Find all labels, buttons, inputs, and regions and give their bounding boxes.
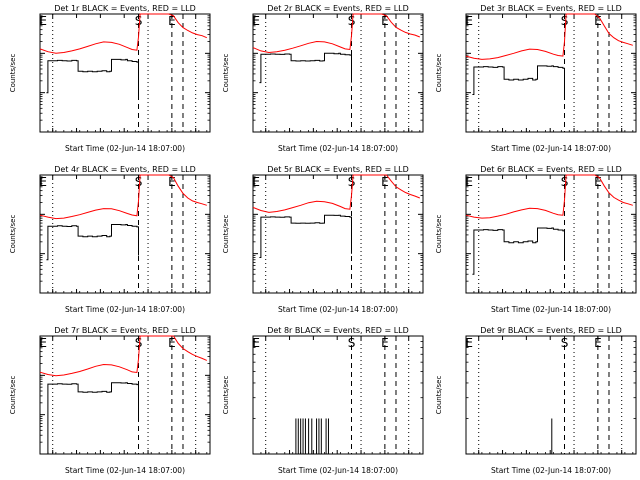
panel-title: Det 7r BLACK = Events, RED = LLD xyxy=(54,326,196,335)
marker-letter: E xyxy=(594,175,602,189)
events-rate-line xyxy=(472,65,565,97)
marker-letter: S xyxy=(135,336,143,350)
marker-letter: S xyxy=(561,175,569,189)
panel-det-2: Det 2r BLACK = Events, RED = LLD Counts/s… xyxy=(222,4,424,153)
plot-frame xyxy=(39,13,211,133)
marker-letter: E xyxy=(381,336,389,350)
x-axis-label: Start Time (02-Jun-14 18:07:00) xyxy=(278,144,398,153)
panel-det-5: Det 5r BLACK = Events, RED = LLD Counts/s… xyxy=(222,165,424,314)
marker-letter: E xyxy=(465,14,473,28)
x-axis-label: Start Time (02-Jun-14 18:07:00) xyxy=(491,305,611,314)
y-axis-label: Counts/sec xyxy=(9,54,17,93)
marker-letter: E xyxy=(252,14,260,28)
marker-letter: E xyxy=(252,336,260,350)
y-axis-label: Counts/sec xyxy=(9,376,17,415)
x-axis-label: Start Time (02-Jun-14 18:07:00) xyxy=(278,305,398,314)
plot-frame xyxy=(252,13,424,133)
plot-frame xyxy=(252,174,424,294)
marker-letter: S xyxy=(561,14,569,28)
events-rate-line xyxy=(259,214,352,258)
marker-letter: S xyxy=(135,175,143,189)
panel-title: Det 8r BLACK = Events, RED = LLD xyxy=(267,326,409,335)
panel-det-6: Det 6r BLACK = Events, RED = LLD Counts/s… xyxy=(435,165,637,314)
marker-letter: E xyxy=(39,175,47,189)
plot-frame xyxy=(465,335,637,455)
marker-letter: E xyxy=(594,336,602,350)
panel-title: Det 1r BLACK = Events, RED = LLD xyxy=(54,4,196,13)
y-axis-label: Counts/sec xyxy=(222,54,230,93)
panel-det-4: Det 4r BLACK = Events, RED = LLD Counts/s… xyxy=(9,165,211,314)
marker-letter: E xyxy=(168,14,176,28)
marker-letter: E xyxy=(168,336,176,350)
marker-letter: E xyxy=(594,14,602,28)
y-axis-label: Counts/sec xyxy=(435,54,443,93)
marker-letter: E xyxy=(39,14,47,28)
panel-title: Det 2r BLACK = Events, RED = LLD xyxy=(267,4,409,13)
panel-title: Det 9r BLACK = Events, RED = LLD xyxy=(480,326,622,335)
marker-letter: S xyxy=(561,336,569,350)
marker-letter: E xyxy=(381,14,389,28)
panel-title: Det 3r BLACK = Events, RED = LLD xyxy=(480,4,622,13)
marker-letter: E xyxy=(465,336,473,350)
marker-letter: S xyxy=(348,175,356,189)
marker-letter: S xyxy=(348,336,356,350)
lld-rate-line xyxy=(39,13,207,54)
lld-rate-line xyxy=(252,13,420,54)
panel-det-1: Det 1r BLACK = Events, RED = LLD Counts/s… xyxy=(9,4,211,153)
x-axis-label: Start Time (02-Jun-14 18:07:00) xyxy=(278,466,398,475)
x-axis-label: Start Time (02-Jun-14 18:07:00) xyxy=(65,305,185,314)
plot-frame xyxy=(39,174,211,294)
panel-title: Det 4r BLACK = Events, RED = LLD xyxy=(54,165,196,174)
y-axis-label: Counts/sec xyxy=(435,215,443,254)
lld-rate-line xyxy=(465,174,633,219)
events-rate-line xyxy=(46,382,139,455)
events-rate-line xyxy=(46,58,139,97)
plot-frame xyxy=(252,335,424,455)
events-rate-line xyxy=(259,52,352,84)
marker-letter: E xyxy=(381,175,389,189)
panel-det-3: Det 3r BLACK = Events, RED = LLD Counts/s… xyxy=(435,4,637,153)
y-axis-label: Counts/sec xyxy=(222,376,230,415)
y-axis-label: Counts/sec xyxy=(222,215,230,254)
lld-rate-line xyxy=(252,174,420,213)
panel-det-7: Det 7r BLACK = Events, RED = LLD Counts/s… xyxy=(9,326,211,475)
events-rate-line xyxy=(472,227,565,275)
lld-rate-line xyxy=(465,13,633,60)
plot-frame xyxy=(465,13,637,133)
lld-rate-line xyxy=(39,335,207,377)
x-axis-label: Start Time (02-Jun-14 18:07:00) xyxy=(491,144,611,153)
marker-letter: S xyxy=(135,14,143,28)
events-rate-line xyxy=(46,224,139,261)
y-axis-label: Counts/sec xyxy=(9,215,17,254)
y-axis-label: Counts/sec xyxy=(435,376,443,415)
marker-letter: E xyxy=(168,175,176,189)
panel-det-9: Det 9r BLACK = Events, RED = LLD Counts/s… xyxy=(435,326,637,475)
panel-det-8: Det 8r BLACK = Events, RED = LLD Counts/s… xyxy=(222,326,424,475)
plot-frame xyxy=(465,174,637,294)
lld-rate-line xyxy=(39,174,207,220)
marker-letter: E xyxy=(465,175,473,189)
marker-letter: E xyxy=(252,175,260,189)
x-axis-label: Start Time (02-Jun-14 18:07:00) xyxy=(491,466,611,475)
x-axis-label: Start Time (02-Jun-14 18:07:00) xyxy=(65,466,185,475)
plot-frame xyxy=(39,335,211,455)
panel-title: Det 5r BLACK = Events, RED = LLD xyxy=(267,165,409,174)
panel-title: Det 6r BLACK = Events, RED = LLD xyxy=(480,165,622,174)
marker-letter: S xyxy=(348,14,356,28)
marker-letter: E xyxy=(39,336,47,350)
x-axis-label: Start Time (02-Jun-14 18:07:00) xyxy=(65,144,185,153)
